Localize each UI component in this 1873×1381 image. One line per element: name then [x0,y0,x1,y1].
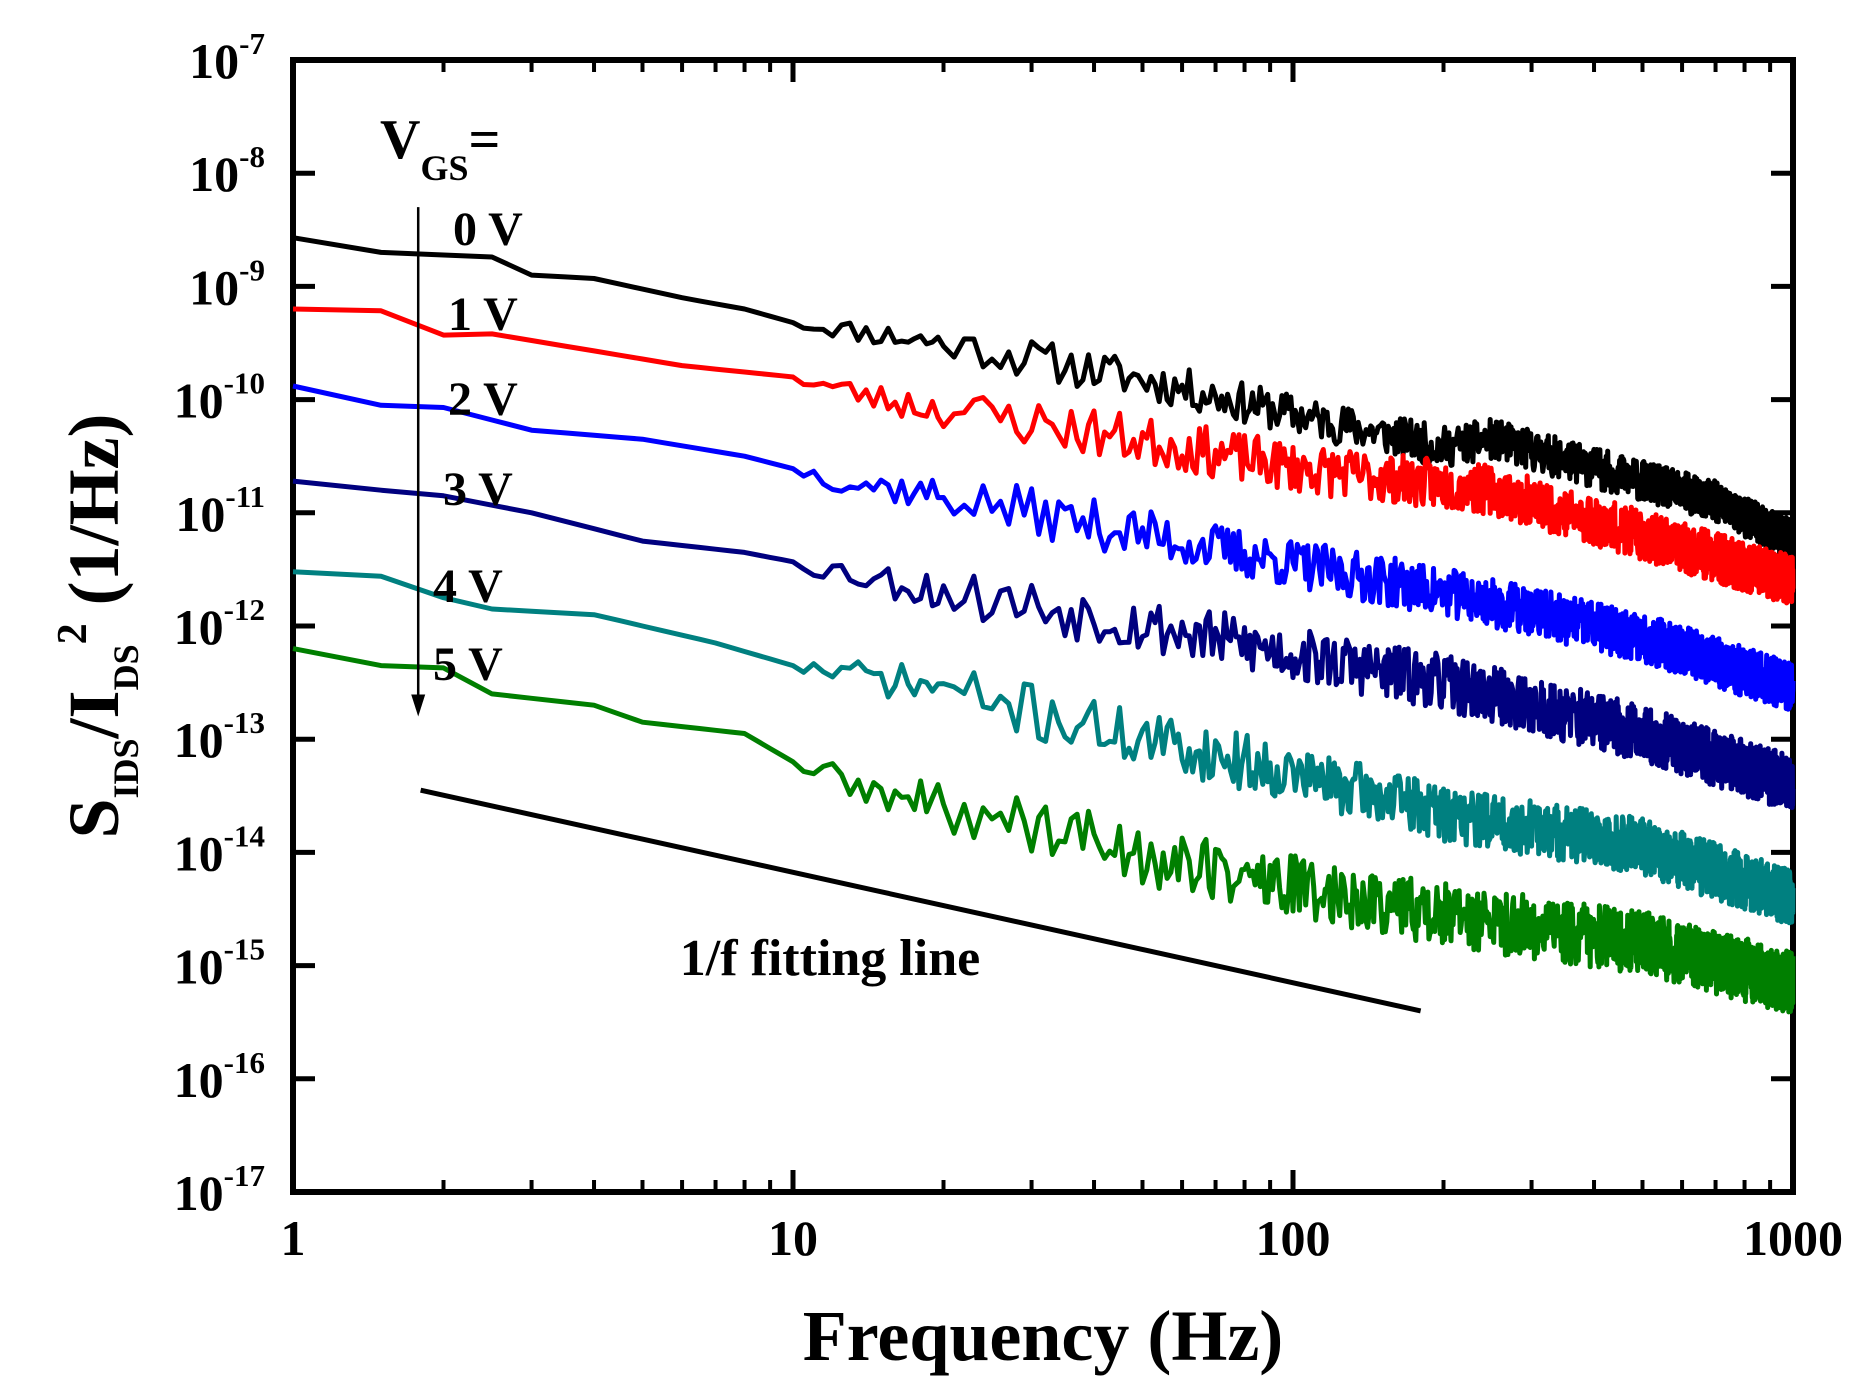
y-tick-label: 10-7 [189,26,265,89]
x-tick-label: 10 [768,1210,818,1266]
legend-title: VGS= [380,109,500,188]
series-label-3v: 3 V [443,463,513,516]
series-label-5v: 5 V [433,638,503,691]
series-line-3v [292,478,1796,811]
fit-line [420,787,1422,1014]
series-line-1v [292,306,1796,606]
y-tick-label: 10-17 [174,1158,265,1221]
series-line-0v [292,235,1796,563]
series-line-2v [292,383,1796,712]
y-tick-label: 10-13 [174,705,265,768]
y-tick-label: 10-10 [174,366,265,429]
y-tick-label: 10-9 [189,252,265,315]
y-tick-label: 10-11 [175,479,265,542]
y-tick-label: 10-15 [174,932,265,995]
series-label-0v: 0 V [453,203,523,256]
x-tick-label: 1000 [1743,1210,1843,1266]
axis-ticks: 1 10 100 1000 10-17 10-16 10-15 10-14 10-13 10-12… [174,26,1843,1266]
y-tick-label: 10-14 [174,818,265,881]
series-line-4v [292,569,1796,926]
fit-line-label: 1/f fitting line [680,930,980,987]
series-label-4v: 4 V [433,560,503,613]
x-tick-label: 100 [1256,1210,1331,1266]
y-tick-label: 10-16 [174,1045,265,1108]
series-label-1v: 1 V [448,288,518,341]
y-tick-label: 10-12 [174,592,265,655]
vgs-arrow-head [411,694,426,717]
series-line-5v [292,646,1796,1015]
series-label-2v: 2 V [448,373,518,426]
x-axis-title: Frequency (Hz) [803,1296,1284,1376]
series-lines [292,235,1796,1015]
y-tick-label: 10-8 [189,139,265,202]
x-tick-label: 1 [281,1210,306,1266]
y-axis-title: SIDS/IDS2 (1/Hz) [50,413,146,838]
